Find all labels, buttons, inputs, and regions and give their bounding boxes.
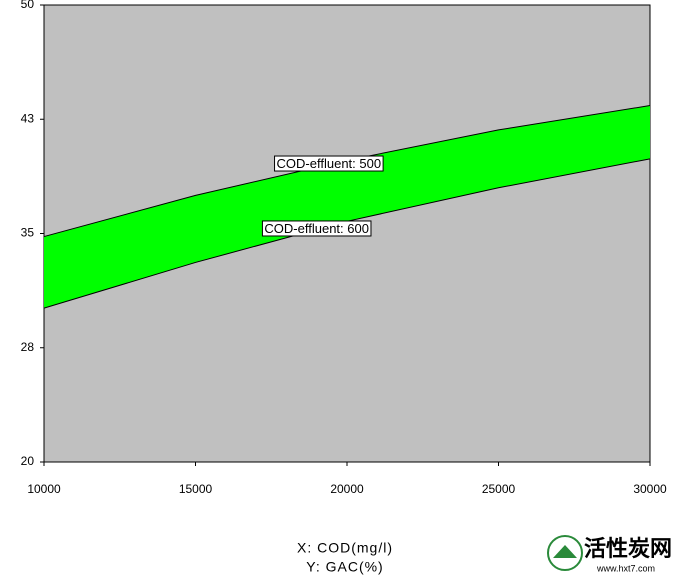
- contour-label-text: COD-effluent: 500: [277, 156, 382, 171]
- x-axis-title: X: COD(mg/l): [297, 540, 393, 556]
- contour-label: COD-effluent: 500: [274, 155, 384, 172]
- x-tick-label: 30000: [633, 482, 667, 496]
- x-tick-label: 20000: [330, 482, 364, 496]
- y-tick-label: 28: [21, 340, 35, 354]
- watermark: 活性炭网 www.hxt7.com: [547, 535, 672, 573]
- x-tick-label: 25000: [482, 482, 516, 496]
- contour-label-box: [261, 220, 372, 237]
- x-tick-label: 15000: [179, 482, 213, 496]
- contour-label-box: [274, 155, 384, 172]
- contour-label: COD-effluent: 600: [261, 220, 372, 237]
- y-tick-label: 43: [21, 111, 35, 125]
- contour-label-text: COD-effluent: 600: [264, 221, 369, 236]
- logo-roof: [553, 545, 577, 558]
- band-fill: [44, 105, 650, 309]
- x-tick-label: 10000: [27, 482, 61, 496]
- y-axis-title: Y: GAC(%): [306, 559, 383, 575]
- watermark-title: 活性炭网: [584, 536, 672, 561]
- y-tick-label: 50: [21, 0, 35, 11]
- y-tick-label: 35: [21, 226, 35, 240]
- y-tick-label: 20: [21, 454, 35, 468]
- logo: [547, 535, 583, 571]
- watermark-url: www.hxt7.com: [596, 563, 655, 573]
